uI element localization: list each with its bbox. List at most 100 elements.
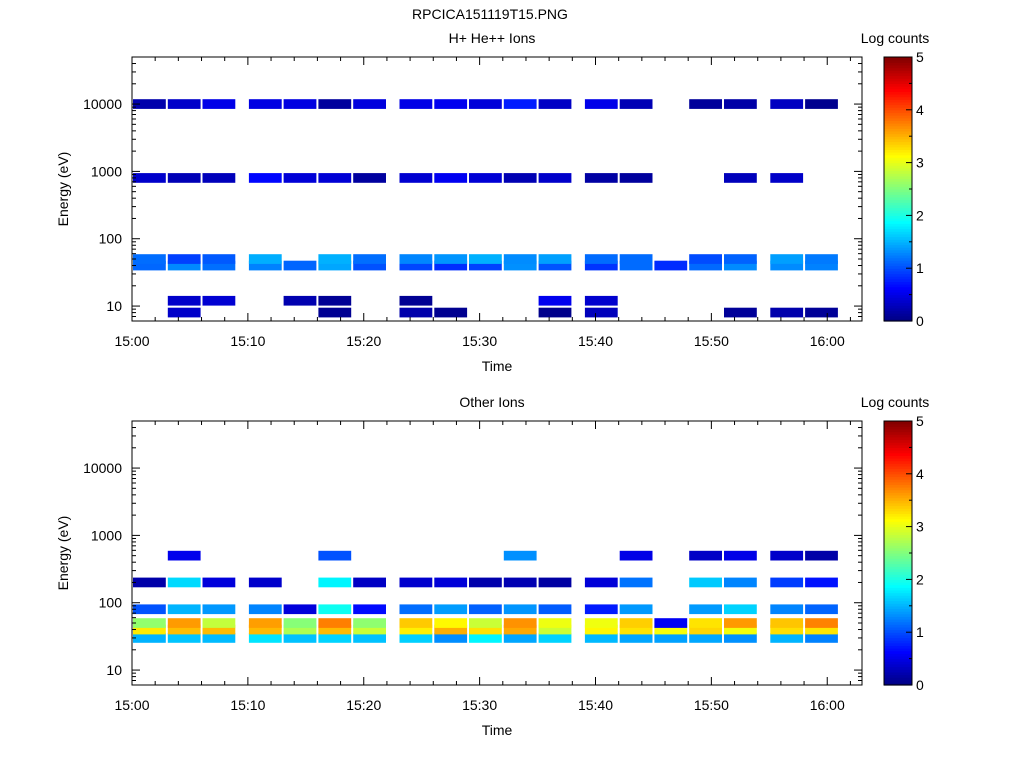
colorbar-segment [884, 584, 912, 588]
colorbar-segment [884, 539, 912, 544]
heatmap-cell [805, 99, 838, 109]
colorbar-segment [884, 637, 912, 641]
heatmap-cell [318, 604, 352, 615]
colorbar-segment [884, 460, 912, 464]
colorbar-segment [884, 244, 912, 248]
colorbar-segment [884, 655, 912, 660]
heatmap-cell [503, 624, 537, 635]
x-tick-label: 15:50 [694, 333, 729, 349]
colorbar-segment [884, 273, 912, 277]
heatmap-cell [724, 307, 757, 318]
colorbar-segment [884, 146, 912, 150]
heatmap-cell [724, 550, 757, 561]
spectrogram-panel-1: 15:00 15:10 15:20 15:30 15:40 15:50 16:00 Time 1… [55, 30, 929, 374]
colorbar-segment [884, 199, 912, 203]
colorbar-segment [884, 99, 912, 103]
colorbar-tick-label: 5 [916, 49, 924, 65]
heatmap-cell [724, 624, 757, 635]
heatmap-cell [248, 577, 282, 588]
heatmap-cell [619, 254, 653, 264]
colorbar-segment [884, 677, 912, 681]
colorbar-segment [884, 80, 912, 84]
x-axis-label: Time [482, 358, 513, 374]
y-tick-label: 10 [106, 662, 122, 678]
colorbar-segment [884, 642, 912, 646]
heatmap-cell [584, 260, 618, 271]
heatmap-cell [469, 99, 502, 109]
heatmap-cell [399, 633, 433, 643]
colorbar-segment [884, 608, 912, 612]
colorbar-segment [884, 291, 912, 296]
colorbar-segment [884, 86, 912, 90]
heatmap-cell [434, 307, 468, 318]
colorbar-segment [884, 130, 912, 135]
colorbar-tick-label: 1 [916, 624, 924, 640]
colorbar-segment [884, 299, 912, 304]
x-tick-label: 16:00 [810, 697, 845, 713]
colorbar-segment [884, 663, 912, 668]
colorbar-segment [884, 120, 912, 124]
colorbar-segment [884, 576, 912, 580]
heatmap-cell [434, 618, 468, 628]
heatmap-cell [167, 260, 201, 271]
heatmap-cell [318, 550, 352, 561]
heatmap-cell [689, 633, 722, 643]
colorbar-segment [884, 204, 912, 209]
colorbar-segment [884, 307, 912, 312]
heatmap-cell [133, 173, 166, 183]
heatmap-cell [202, 624, 236, 635]
colorbar-segment [884, 265, 912, 269]
heatmap-cell [318, 173, 352, 183]
x-tick-label: 16:00 [810, 333, 845, 349]
heatmap-cell [805, 604, 838, 615]
colorbar-segment [884, 452, 912, 456]
heatmap-cell [770, 604, 804, 615]
colorbar-segment [884, 494, 912, 499]
heatmap-cell [353, 604, 386, 615]
heatmap-cell [584, 604, 618, 615]
colorbar-segment [884, 555, 912, 559]
y-axis-label: Energy (eV) [55, 516, 71, 591]
heatmap-cell [724, 173, 757, 183]
heatmap-cell [619, 577, 653, 588]
colorbar-segment [884, 455, 912, 459]
heatmap-cell [167, 577, 201, 588]
colorbar-segment [884, 484, 912, 488]
colorbar-segment [884, 112, 912, 116]
heatmap-cell [584, 173, 618, 183]
colorbar-segment [884, 231, 912, 235]
colorbar-segment [884, 72, 912, 77]
heatmap-cell [353, 173, 386, 183]
heatmap-cell [353, 254, 386, 264]
colorbar-segment [884, 613, 912, 617]
colorbar-segment [884, 463, 912, 467]
heatmap-cell [469, 173, 502, 183]
colorbar-segment [884, 624, 912, 628]
colorbar-segment [884, 487, 912, 491]
colorbar-segment [884, 167, 912, 172]
colorbar-segment [884, 218, 912, 222]
colorbar-segment [884, 621, 912, 625]
heatmap-cell [202, 99, 236, 109]
heatmap-cell [584, 307, 618, 318]
colorbar-segment [884, 529, 912, 533]
heatmap-cell [133, 254, 166, 264]
x-tick-label: 15:20 [346, 333, 381, 349]
heatmap-cell [353, 577, 386, 588]
heatmap-cell [318, 618, 352, 628]
heatmap-cell [202, 604, 236, 615]
colorbar-segment [884, 128, 912, 132]
colorbar-segment [884, 563, 912, 567]
colorbar-segment [884, 605, 912, 610]
heatmap-cell [202, 173, 236, 183]
heatmap-cell [469, 604, 502, 615]
colorbar-segment [884, 159, 912, 164]
colorbar-segment [884, 619, 912, 623]
heatmap-cell [770, 550, 804, 561]
colorbar-segment [884, 473, 912, 478]
heatmap-cell [654, 624, 688, 635]
x-tick-label: 15:00 [114, 333, 149, 349]
colorbar-segment [884, 281, 912, 285]
colorbar-segment [884, 225, 912, 230]
colorbar-segment [884, 587, 912, 591]
